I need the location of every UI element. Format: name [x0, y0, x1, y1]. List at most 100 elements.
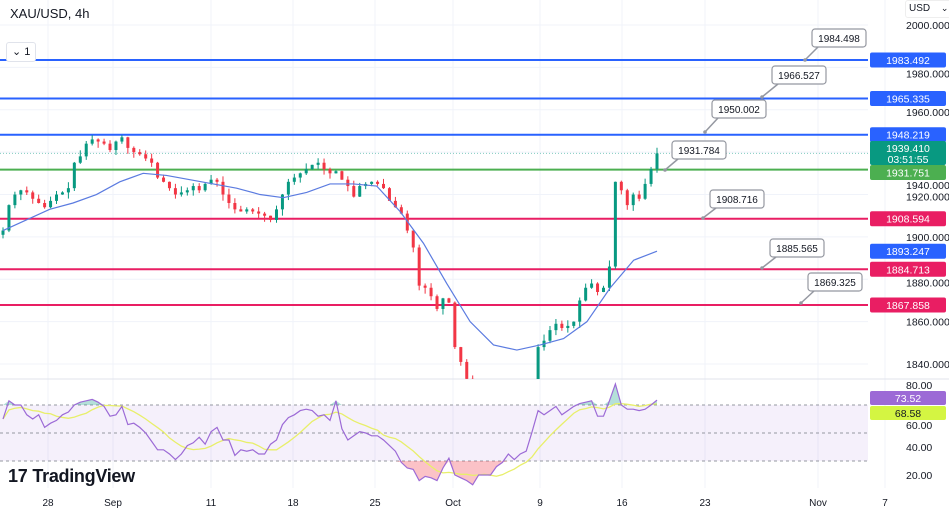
- candle-body: [221, 181, 225, 195]
- candle-body: [554, 323, 558, 331]
- candle-body: [126, 137, 130, 148]
- candle-body: [292, 177, 296, 182]
- candle-body: [584, 287, 588, 301]
- candle-body: [566, 325, 570, 329]
- indicator-collapse-button[interactable]: ⌄ 1: [6, 42, 37, 62]
- candle-body: [185, 190, 189, 193]
- rsi-axis-label: 80.00: [906, 380, 932, 392]
- candle-body: [245, 209, 249, 212]
- candle-body: [441, 298, 445, 309]
- candle-body: [613, 181, 617, 267]
- callout-box: [671, 140, 727, 160]
- main-pane[interactable]: 1984.498 1966.527 1950.002 1931.784 1908.716…: [0, 28, 868, 423]
- callout-pointer: [704, 117, 719, 133]
- candle-body: [465, 361, 469, 379]
- rsi-axis-label: 40.00: [906, 442, 932, 454]
- time-axis-label: 7: [882, 498, 888, 509]
- grid-layer: 2000.000 1980.000 1960.000 1940.0001920.000…: [0, 0, 949, 488]
- callout-anchor: [760, 95, 764, 99]
- candle-body: [43, 202, 47, 208]
- pivot-price-tag: 1931.751: [886, 168, 930, 180]
- candle-body: [227, 194, 231, 203]
- candle-body: [114, 141, 118, 151]
- price-axis-label: 1980.000: [906, 68, 949, 80]
- rsi-line: [2, 382, 658, 486]
- candle-body: [102, 141, 106, 144]
- time-axis-label: Sep: [104, 498, 122, 509]
- candle-body: [203, 183, 207, 191]
- candle-body: [637, 194, 641, 199]
- callout-anchor: [663, 168, 667, 172]
- candle-body: [435, 296, 439, 309]
- candle-body: [286, 181, 290, 195]
- rsi-ma-line: [2, 402, 658, 477]
- candle-body: [340, 171, 344, 180]
- candle-body: [352, 186, 356, 197]
- candle-body: [590, 283, 594, 288]
- candle-body: [477, 394, 480, 407]
- level-price-tag: 1884.713: [886, 264, 930, 276]
- candle-body: [162, 177, 166, 182]
- candle-body: [239, 209, 243, 212]
- price-axis-label: 1880.000: [906, 277, 949, 289]
- rsi-pane[interactable]: [0, 382, 868, 486]
- candle-body: [382, 183, 386, 189]
- candle-body: [596, 283, 600, 292]
- pivot-price-tag-bg: [870, 165, 946, 180]
- level-price-tag: 1965.335: [886, 93, 930, 105]
- candle-body: [96, 139, 100, 142]
- time-axis-label: 18: [287, 498, 299, 509]
- candle-body: [138, 152, 142, 155]
- callout-pointer: [702, 207, 717, 219]
- candle-body: [471, 378, 475, 379]
- currency-selector[interactable]: USD ⌄: [905, 0, 949, 18]
- level-price-tag-bg: [870, 52, 946, 68]
- callout-box: [769, 238, 825, 258]
- moving-average-line: [2, 172, 658, 351]
- candle-body: [607, 266, 611, 288]
- symbol-title: XAU/USD, 4h: [10, 6, 90, 21]
- time-axis-label: 23: [699, 498, 711, 509]
- candle-body: [84, 143, 88, 157]
- price-axis-label: 1860.000: [906, 317, 949, 329]
- candle-body: [179, 192, 183, 195]
- callout-anchor: [760, 266, 764, 270]
- candle-body: [13, 194, 17, 206]
- candle-body: [280, 194, 284, 210]
- tradingview-logo[interactable]: 17 TradingView: [8, 466, 135, 487]
- candle-body: [370, 181, 374, 184]
- level-price-tag-bg: [870, 127, 946, 143]
- level-price-tag: 1867.858: [886, 300, 930, 312]
- candle-body: [358, 186, 362, 197]
- candle-body: [90, 139, 94, 144]
- candle-body: [328, 169, 332, 174]
- callout-pointer: [761, 83, 779, 98]
- candle-body: [60, 192, 64, 195]
- rsi-axis-label: 60.00: [906, 420, 932, 432]
- rsi-value-tag-bg: [870, 391, 946, 405]
- ma-price-tag-bg: [870, 243, 946, 259]
- level-price-tag-bg: [870, 261, 946, 277]
- candle-body: [31, 192, 35, 199]
- candle-body: [251, 209, 255, 212]
- price-axis[interactable]: 28 Sep 11 18 25 Oct 9 16 23 Nov 7 1983.492 1965.335 1…: [42, 52, 946, 509]
- callout-label: 1966.527: [778, 71, 820, 82]
- candle-body: [197, 186, 201, 191]
- candle-body: [417, 247, 421, 286]
- time-axis-label: 16: [616, 498, 628, 509]
- candle-body: [156, 162, 160, 178]
- callout-label: 1984.498: [818, 34, 860, 45]
- candle-body: [525, 402, 528, 404]
- callout-anchor: [701, 216, 705, 220]
- candle-body: [346, 179, 350, 187]
- candle-body: [49, 200, 53, 208]
- last-price-tag: 1939.410: [886, 143, 930, 155]
- candle-body: [120, 137, 124, 142]
- bar-countdown: 03:51:55: [888, 154, 929, 166]
- callout-box: [771, 65, 827, 85]
- candle-body: [548, 330, 552, 341]
- tradingview-logo-icon: 17: [8, 466, 28, 486]
- candle-body: [447, 298, 451, 303]
- candle-body: [625, 190, 629, 206]
